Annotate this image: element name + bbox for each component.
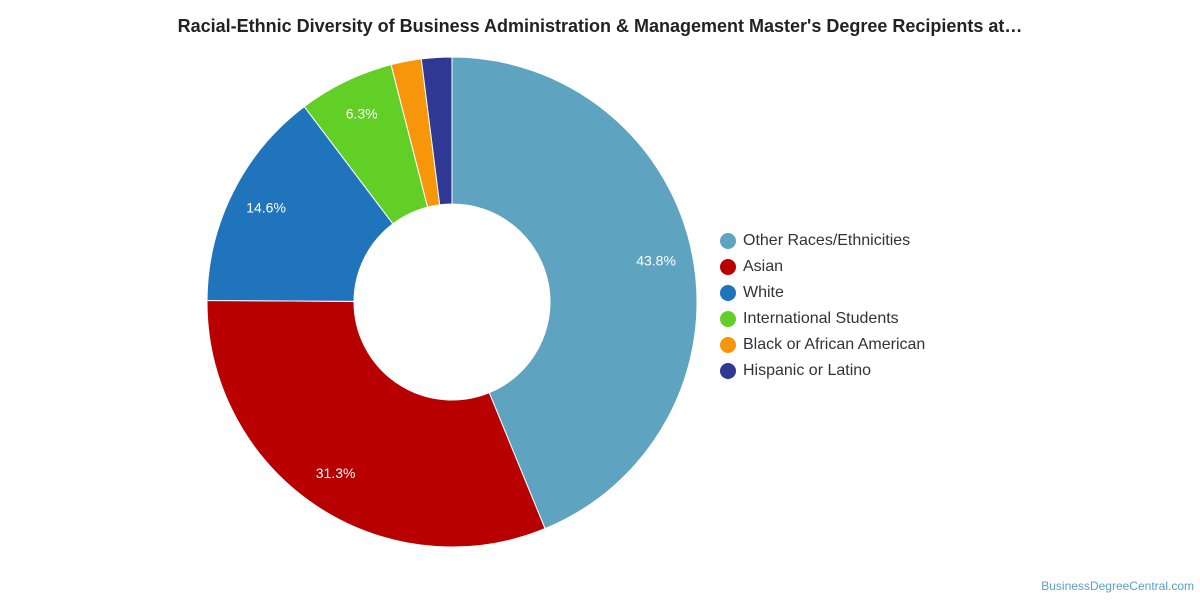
- legend-label: International Students: [743, 310, 899, 327]
- data-label: 6.3%: [346, 105, 378, 121]
- legend: Other Races/Ethnicities Asian White Interna…: [720, 228, 925, 384]
- legend-label: White: [743, 284, 784, 301]
- legend-label: Asian: [743, 258, 784, 275]
- legend-swatch-icon: [720, 311, 736, 327]
- watermark[interactable]: BusinessDegreeCentral.com: [1041, 579, 1194, 593]
- legend-swatch-icon: [720, 363, 736, 379]
- legend-swatch-icon: [720, 337, 736, 353]
- legend-label: Other Races/Ethnicities: [743, 232, 911, 249]
- data-labels: 43.8% 31.3% 14.6% 6.3%: [246, 105, 676, 481]
- data-label: 31.3%: [316, 465, 356, 481]
- slice-other-races-ethnicities[interactable]: [451, 56, 698, 530]
- legend-item[interactable]: International Students: [720, 306, 925, 332]
- data-label: 14.6%: [246, 199, 286, 215]
- legend-swatch-icon: [720, 259, 736, 275]
- legend-item[interactable]: Other Races/Ethnicities: [720, 228, 925, 254]
- legend-item[interactable]: Hispanic or Latino: [720, 358, 925, 384]
- slices: [206, 56, 698, 548]
- legend-swatch-icon: [720, 285, 736, 301]
- legend-label: Hispanic or Latino: [743, 362, 872, 379]
- legend-swatch-icon: [720, 233, 736, 249]
- legend-item[interactable]: Asian: [720, 254, 925, 280]
- data-label: 43.8%: [636, 252, 676, 268]
- slice-hispanic-or-latino[interactable]: [420, 56, 453, 206]
- legend-label: Black or African American: [743, 336, 926, 353]
- chart-title: Racial-Ethnic Diversity of Business Admi…: [177, 16, 1023, 36]
- legend-item[interactable]: Black or African American: [720, 332, 925, 358]
- slice-asian[interactable]: [206, 299, 546, 548]
- slice-white[interactable]: [206, 105, 394, 302]
- legend-item[interactable]: White: [720, 280, 925, 306]
